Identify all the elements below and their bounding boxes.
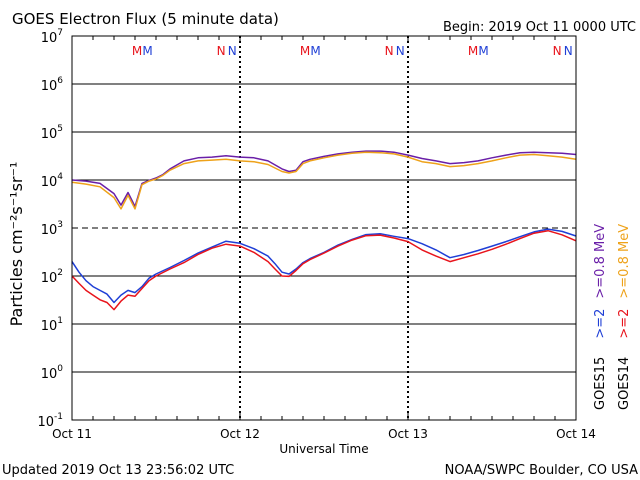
x-tick-label: Oct 12 <box>220 427 260 441</box>
y-tick-base: 10 <box>37 415 54 430</box>
y-tick-label: 107 <box>41 28 63 46</box>
updated-timestamp: Updated 2019 Oct 13 23:56:02 UTC <box>2 463 234 478</box>
y-tick-exponent: 5 <box>57 124 63 134</box>
y-tick-exponent: 6 <box>57 76 63 86</box>
y-tick-exponent: -1 <box>54 412 63 422</box>
marker-n: N <box>385 44 394 58</box>
x-tick-label: Oct 13 <box>388 427 428 441</box>
y-axis-label: Particles cm⁻²s⁻¹sr⁻¹ <box>7 162 26 327</box>
marker-n: N <box>217 44 226 58</box>
y-tick-exponent: 1 <box>57 316 63 326</box>
marker-n: N <box>228 44 237 58</box>
y-tick-exponent: 7 <box>57 28 63 38</box>
series-line-1 <box>71 150 577 208</box>
axis-ticks <box>71 36 577 420</box>
y-tick-label: 104 <box>41 172 64 190</box>
y-tick-label: 103 <box>41 220 63 238</box>
legend-satellite: GOES14 <box>617 357 632 410</box>
marker-n: N <box>553 44 562 58</box>
chart-title: GOES Electron Flux (5 minute data) <box>12 10 279 28</box>
data-series <box>71 150 577 311</box>
begin-label: Begin: 2019 Oct 11 0000 UTC <box>443 20 636 35</box>
y-tick-exponent: 0 <box>57 364 63 374</box>
plot-frame <box>71 35 577 421</box>
y-tick-exponent: 2 <box>57 268 63 278</box>
legend-channel: >=2 <box>593 309 608 339</box>
y-tick-label: 101 <box>41 316 63 334</box>
series-line-4 <box>71 229 577 311</box>
y-tick-exponent: 4 <box>57 172 63 182</box>
legend-group: GOES15 >=2 >=0.8 MeV <box>593 224 608 410</box>
y-tick-base: 10 <box>41 271 58 286</box>
series-line-3 <box>71 228 577 304</box>
legend-satellite: GOES15 <box>593 357 608 410</box>
legend: GOES15 >=2 >=0.8 MeV GOES14 >=2 >=0.8 MeV <box>593 224 632 410</box>
x-axis-label: Universal Time <box>279 442 368 456</box>
legend-group: GOES14 >=2 >=0.8 MeV <box>617 224 632 410</box>
marker-m: M <box>310 44 320 58</box>
marker-m: M <box>132 44 142 58</box>
marker-n: N <box>564 44 573 58</box>
legend-channel: >=0.8 MeV <box>617 224 632 299</box>
y-tick-label: 10-1 <box>37 412 63 430</box>
series-line-2 <box>71 151 577 210</box>
credit-label: NOAA/SWPC Boulder, CO USA <box>445 463 638 478</box>
y-tick-label: 106 <box>41 76 64 94</box>
marker-m: M <box>300 44 310 58</box>
y-tick-base: 10 <box>41 367 58 382</box>
y-tick-exponent: 3 <box>57 220 63 230</box>
y-tick-base: 10 <box>41 79 58 94</box>
legend-channel: >=2 <box>617 309 632 339</box>
y-tick-label: 102 <box>41 268 63 286</box>
y-tick-label: 105 <box>41 124 63 142</box>
y-tick-label: 100 <box>41 364 64 382</box>
gridlines <box>72 36 576 420</box>
marker-n: N <box>396 44 405 58</box>
marker-m: M <box>478 44 488 58</box>
x-tick-labels: Oct 11 Oct 12 Oct 13 Oct 14 <box>52 427 596 441</box>
y-tick-base: 10 <box>41 127 58 142</box>
marker-m: M <box>142 44 152 58</box>
x-tick-label: Oct 14 <box>556 427 596 441</box>
y-tick-base: 10 <box>41 175 58 190</box>
legend-channel: >=0.8 MeV <box>593 224 608 299</box>
y-tick-base: 10 <box>41 319 58 334</box>
y-tick-base: 10 <box>41 31 58 46</box>
marker-m: M <box>468 44 478 58</box>
y-tick-base: 10 <box>41 223 58 238</box>
x-tick-label: Oct 11 <box>52 427 92 441</box>
